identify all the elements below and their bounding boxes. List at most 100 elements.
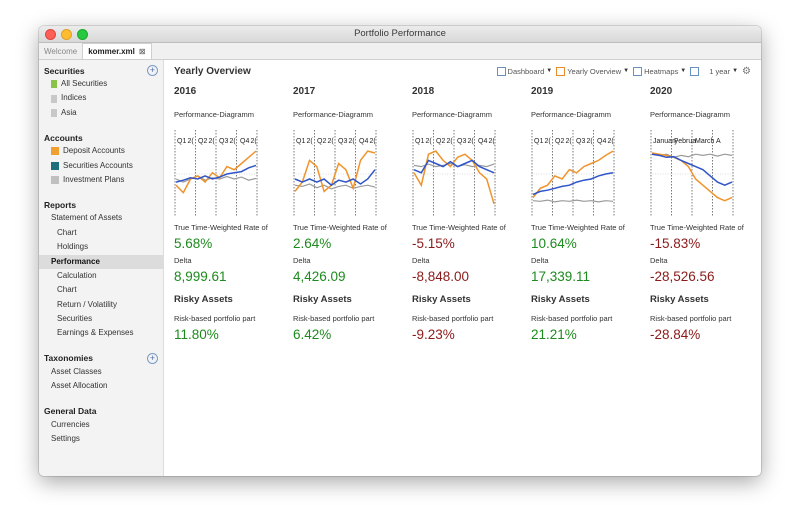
sidebar-item-indices[interactable]: Indices (39, 91, 163, 105)
quarter-label: 2( (426, 138, 433, 145)
sidebar-item-label: Performance (51, 256, 100, 266)
close-tab-icon[interactable]: ⊠ (138, 47, 146, 56)
sidebar-item-label: Asset Classes (51, 366, 102, 376)
sidebar-item-label: Securities Accounts (63, 160, 133, 170)
sidebar-item-securities[interactable]: Securities (39, 312, 163, 326)
year-heading: 2020 (650, 86, 673, 97)
risk-part-label: Risk-based portfolio part (650, 314, 732, 323)
sidebar-item-label: Currencies (51, 419, 90, 429)
account-icon (51, 147, 59, 156)
yearly-overview-menu-button[interactable]: Yearly Overview ▼ (556, 66, 630, 76)
sidebar-item-settings[interactable]: Settings (39, 432, 163, 446)
chevron-down-icon: ▼ (623, 68, 630, 74)
period-menu-button[interactable]: 1 year ▼ (709, 67, 738, 76)
benchmark-series-line (294, 150, 376, 193)
zoom-window-button[interactable] (77, 29, 88, 40)
delta-series-line (532, 199, 614, 203)
minimize-window-button[interactable] (61, 29, 72, 40)
quarter-label: March (695, 138, 715, 145)
view-toolbar: Dashboard ▼ Yearly Overview ▼ Heatmaps ▼ (496, 65, 751, 77)
benchmark-series-line (413, 150, 495, 205)
portfolio-series-line (413, 159, 495, 174)
app-window: Portfolio Performance Welcome kommer.xml… (39, 26, 761, 476)
securities-section-header: Securities + (39, 64, 163, 77)
sidebar-item-return-volatility[interactable]: Return / Volatility (39, 298, 163, 312)
sidebar-item-asset-allocation[interactable]: Asset Allocation (39, 379, 163, 393)
sidebar-item-all-securities[interactable]: All Securities (39, 77, 163, 91)
main-panel: Yearly Overview Dashboard ▼ Yearly Overv… (164, 60, 761, 476)
sidebar-item-label: Asset Allocation (51, 381, 108, 391)
year-heading: 2017 (293, 86, 316, 97)
navigation-sidebar: Securities + All Securities Indices Asia A… (39, 60, 164, 476)
sidebar-item-calculation[interactable]: Calculation (39, 269, 163, 283)
yearly-grid: 2016 Performance-Diagramm Q1 2(Q2 2(Q3 2(Q4 2(… (174, 86, 751, 344)
yearly-overview-icon (556, 66, 566, 76)
quarter-label: 2( (587, 138, 594, 145)
close-window-button[interactable] (45, 29, 56, 40)
sidebar-item-label: Settings (51, 434, 80, 444)
sidebar-item-label: Statement of Assets (51, 213, 123, 223)
account-icon (51, 161, 59, 170)
year-column-2020: 2020 Performance-Diagramm January Februa Mar… (650, 86, 761, 344)
sidebar-item-securities-accounts[interactable]: Securities Accounts (39, 159, 163, 173)
twr-label: True Time-Weighted Rate of (531, 223, 625, 232)
quarter-label: January (653, 138, 678, 145)
delta-value: 17,339.11 (531, 269, 591, 284)
add-taxonomy-icon[interactable]: + (147, 352, 158, 364)
quarter-label: Q3 (576, 138, 585, 145)
sidebar-item-chart[interactable]: Chart (39, 283, 163, 297)
quarter-label: Q4 (359, 138, 368, 145)
risky-assets-heading: Risky Assets (293, 294, 352, 305)
sidebar-item-performance[interactable]: Performance (39, 254, 163, 269)
chart-label: Performance-Diagramm (412, 110, 493, 119)
sidebar-item-label: Return / Volatility (57, 299, 118, 309)
portfolio-series-line (175, 164, 257, 183)
twr-value: -15.83% (650, 236, 701, 251)
heatmaps-menu-button[interactable]: Heatmaps ▼ (633, 66, 686, 76)
dashboard-menu-button[interactable]: Dashboard ▼ (496, 66, 552, 76)
performance-mini-chart: Q1 2(Q2 2(Q3 2(Q4 2( (293, 130, 377, 216)
dashboard-icon (496, 66, 506, 76)
benchmark-series-line (651, 152, 733, 202)
performance-mini-chart: Q1 2(Q2 2(Q3 2(Q4 2( (531, 130, 615, 216)
sidebar-item-deposit-accounts[interactable]: Deposit Accounts (39, 144, 163, 158)
sidebar-item-label: Asia (61, 107, 77, 117)
sidebar-item-label: Chart (57, 285, 77, 295)
risk-part-value: 6.42% (293, 327, 332, 342)
risky-assets-heading: Risky Assets (412, 294, 471, 305)
quarter-label: Q3 (457, 138, 466, 145)
sidebar-item-chart[interactable]: Chart (39, 226, 163, 240)
export-icon[interactable] (690, 66, 700, 76)
sidebar-item-label: Investment Plans (63, 174, 125, 184)
quarter-label: Q1 (534, 138, 543, 145)
quarter-label: 2( (209, 138, 216, 145)
risky-assets-heading: Risky Assets (531, 294, 590, 305)
quarter-label: Q1 (296, 138, 305, 145)
quarter-label: Q2 (317, 138, 326, 145)
sidebar-item-holdings[interactable]: Holdings (39, 240, 163, 254)
sidebar-item-asia[interactable]: Asia (39, 106, 163, 120)
quarter-label: Februa (674, 138, 696, 145)
delta-series-line (413, 162, 495, 168)
portfolio-series-line (294, 169, 376, 187)
sidebar-item-investment-plans[interactable]: Investment Plans (39, 173, 163, 187)
heatmaps-icon (633, 66, 643, 76)
year-heading: 2016 (174, 86, 197, 97)
tab-welcome[interactable]: Welcome (39, 44, 82, 59)
sidebar-item-currencies[interactable]: Currencies (39, 418, 163, 432)
sidebar-item-statement-of-assets[interactable]: Statement of Assets (39, 211, 163, 225)
year-heading: 2018 (412, 86, 435, 97)
tab-kommer-xml[interactable]: kommer.xml ⊠ (82, 43, 152, 59)
chart-label: Performance-Diagramm (531, 110, 612, 119)
gear-icon[interactable]: ⚙ (742, 65, 751, 77)
sidebar-item-label: Chart (57, 227, 77, 237)
add-security-icon[interactable]: + (147, 65, 158, 76)
window-title: Portfolio Performance (354, 28, 446, 39)
quarter-label: 2( (545, 138, 552, 145)
button-label: Dashboard (507, 66, 545, 76)
sidebar-item-earnings-expenses[interactable]: Earnings & Expenses (39, 326, 163, 340)
sidebar-item-asset-classes[interactable]: Asset Classes (39, 365, 163, 379)
section-title: Accounts (44, 132, 83, 143)
twr-label: True Time-Weighted Rate of (293, 223, 387, 232)
